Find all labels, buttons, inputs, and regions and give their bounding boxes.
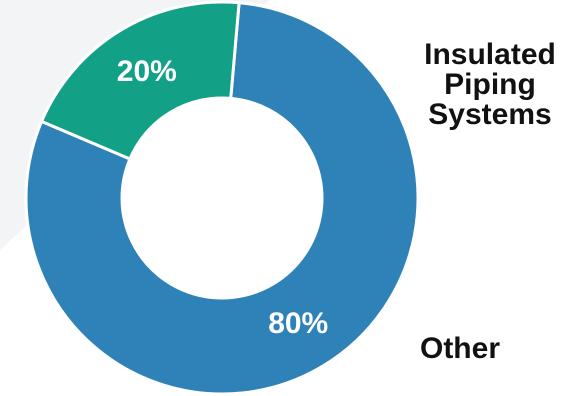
legend-insulated-piping-systems: Insulated Piping Systems xyxy=(424,38,556,131)
slice-layer xyxy=(24,0,420,396)
slice-insulated-piping-systems xyxy=(24,1,420,396)
slice-value-label-insulated-piping-systems: 80% xyxy=(268,307,328,340)
slice-other xyxy=(39,0,241,161)
legend-other: Other xyxy=(419,332,500,365)
slice-value-label-other: 20% xyxy=(117,55,177,88)
label-layer: 80% 20% xyxy=(117,55,328,340)
